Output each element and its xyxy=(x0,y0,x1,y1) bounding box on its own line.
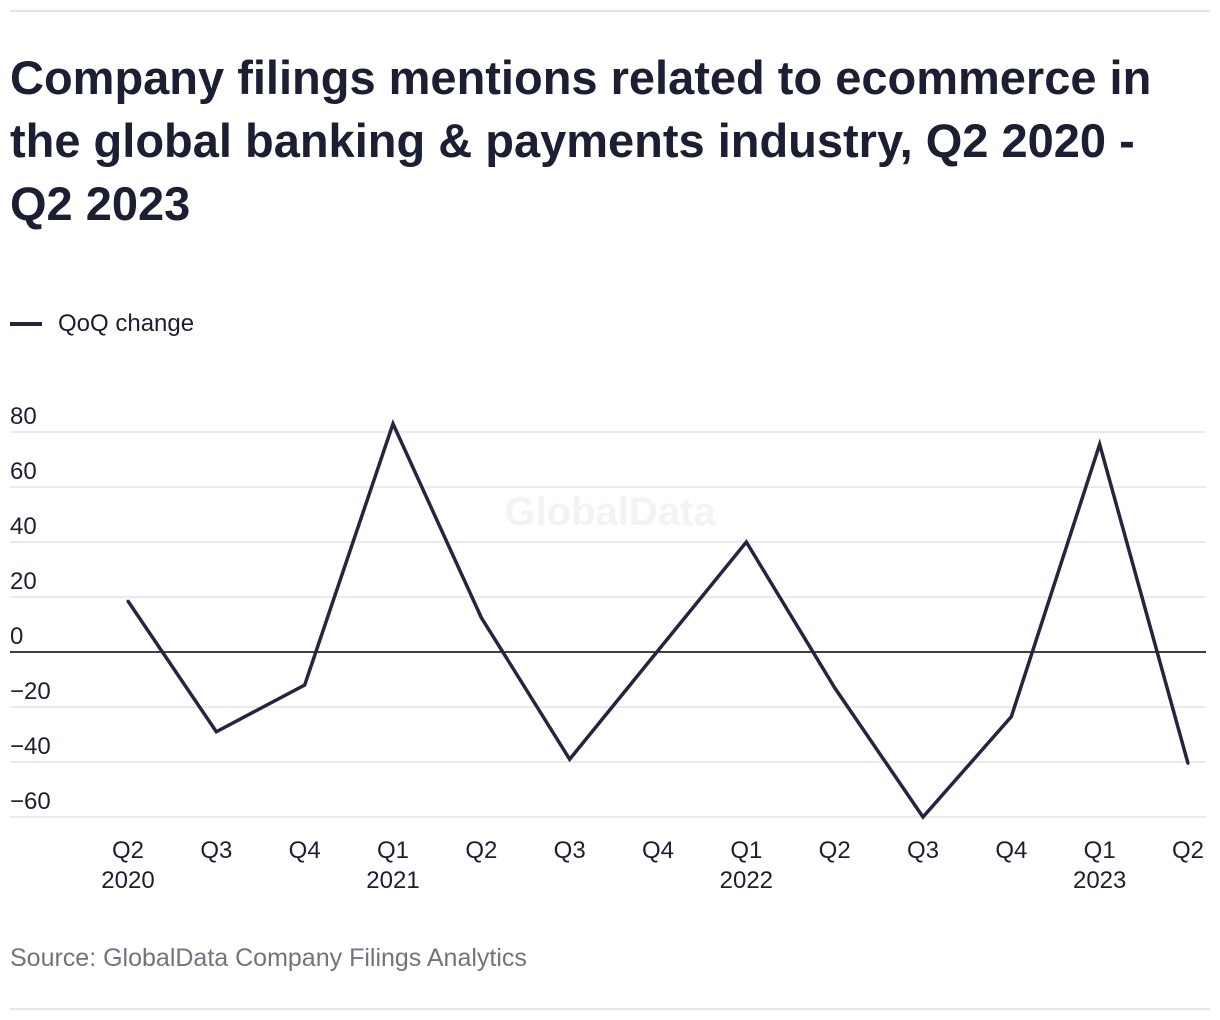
x-tick-label: Q1 xyxy=(377,837,409,864)
chart-title: Company filings mentions related to ecom… xyxy=(10,51,1152,230)
data-point xyxy=(921,815,925,819)
bottom-divider xyxy=(10,1008,1210,1010)
y-axis-ticks: 80 60 40 20 0 −20 −40 −60 xyxy=(10,403,51,815)
y-tick-label: 40 xyxy=(10,513,37,540)
x-tick-label: Q2 xyxy=(112,837,144,864)
data-point xyxy=(656,649,660,653)
legend-line-swatch xyxy=(10,322,42,326)
x-tick-label: Q1 xyxy=(730,837,762,864)
y-tick-label: −60 xyxy=(10,788,51,815)
data-point xyxy=(303,683,307,687)
y-tick-label: 20 xyxy=(10,568,37,595)
legend: QoQ change xyxy=(10,310,194,338)
data-point xyxy=(1098,442,1102,446)
x-tick-year-label: 2023 xyxy=(1073,867,1126,894)
x-tick-label: Q4 xyxy=(289,837,321,864)
data-point xyxy=(1009,715,1013,719)
x-tick-label: Q1 xyxy=(1084,837,1116,864)
series-group xyxy=(126,418,1190,820)
top-divider xyxy=(10,10,1210,12)
data-point xyxy=(479,616,483,620)
y-tick-label: 60 xyxy=(10,458,37,485)
series-line-qoq-change xyxy=(126,418,1190,820)
gridlines xyxy=(10,431,1206,818)
x-tick-label: Q4 xyxy=(642,837,674,864)
x-tick-year-label: 2022 xyxy=(720,867,773,894)
x-tick-label: Q2 xyxy=(1172,837,1204,864)
x-tick-label: Q3 xyxy=(907,837,939,864)
x-tick-year-label: 2021 xyxy=(366,867,419,894)
x-tick-year-label: 2020 xyxy=(101,867,154,894)
x-tick-label: Q3 xyxy=(200,837,232,864)
data-point xyxy=(744,540,748,544)
x-tick-label: Q3 xyxy=(554,837,586,864)
x-tick-label: Q2 xyxy=(465,837,497,864)
source-note: Source: GlobalData Company Filings Analy… xyxy=(10,944,527,972)
data-point xyxy=(833,686,837,690)
x-axis-ticks: Q2 2020 Q3 Q4 Q1 2021 Q2 Q3 Q4 Q1 2022 Q2 Q3 Q4 Q1 2023… xyxy=(101,837,1204,894)
data-point xyxy=(568,757,572,761)
x-tick-label: Q4 xyxy=(995,837,1027,864)
watermark: GlobalData xyxy=(504,490,716,534)
y-tick-label: −40 xyxy=(10,733,51,760)
data-point xyxy=(126,599,130,603)
legend-label: QoQ change xyxy=(58,310,195,337)
data-point xyxy=(214,730,218,734)
y-tick-label: −20 xyxy=(10,678,51,705)
x-tick-label: Q2 xyxy=(819,837,851,864)
data-point xyxy=(391,422,395,426)
y-tick-label: 0 xyxy=(10,623,23,650)
data-point xyxy=(1186,761,1190,765)
y-tick-label: 80 xyxy=(10,403,37,430)
